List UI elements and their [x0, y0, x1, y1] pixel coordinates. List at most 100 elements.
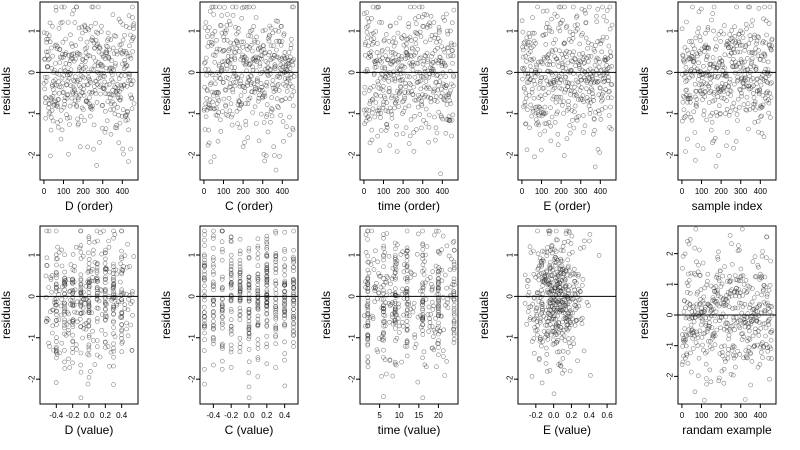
data-point: [411, 149, 417, 154]
data-point: [550, 96, 556, 102]
data-point: [725, 321, 730, 326]
data-point: [725, 42, 731, 48]
data-point: [236, 43, 241, 49]
data-point: [559, 103, 565, 108]
x-tick-label: 200: [714, 187, 728, 196]
y-axis-label: residuals: [0, 67, 13, 115]
data-point: [237, 305, 243, 311]
data-point: [365, 320, 371, 326]
data-point: [417, 29, 423, 35]
data-point: [567, 314, 573, 320]
data-point: [91, 122, 97, 128]
data-point: [731, 100, 737, 106]
data-point: [562, 294, 568, 300]
data-point: [291, 260, 296, 265]
data-point: [69, 11, 75, 17]
data-point: [282, 301, 288, 306]
data-point: [291, 256, 296, 262]
data-point: [237, 257, 243, 263]
data-point: [687, 100, 693, 105]
data-point: [66, 356, 71, 362]
data-point: [545, 337, 551, 342]
data-point: [57, 60, 63, 65]
data-point: [406, 141, 412, 146]
data-point: [384, 121, 389, 127]
data-point: [433, 125, 439, 131]
y-tick-label: -2: [28, 151, 37, 159]
data-point: [727, 79, 732, 85]
data-point: [709, 75, 715, 80]
data-point: [702, 285, 708, 291]
data-point: [214, 46, 220, 52]
data-point: [291, 258, 297, 264]
data-point: [52, 90, 57, 96]
data-point: [593, 43, 598, 48]
data-point: [80, 310, 86, 316]
data-point: [85, 279, 90, 285]
data-point: [255, 79, 260, 84]
data-point: [757, 303, 763, 308]
data-point: [123, 118, 129, 123]
data-point: [764, 234, 770, 240]
data-point: [425, 57, 431, 62]
data-point: [50, 118, 56, 124]
data-point: [73, 244, 79, 250]
data-point: [688, 350, 693, 356]
data-point: [425, 277, 431, 282]
data-point: [51, 103, 57, 108]
data-point: [375, 111, 381, 116]
data-point: [397, 15, 403, 21]
data-point: [409, 46, 415, 52]
data-point: [379, 65, 385, 71]
data-point: [562, 89, 567, 95]
data-point: [62, 366, 67, 371]
data-point: [739, 226, 745, 232]
data-point: [560, 62, 566, 68]
data-point: [736, 300, 742, 306]
data-point: [279, 23, 284, 29]
data-point: [279, 39, 285, 44]
data-point: [363, 118, 369, 124]
data-point: [566, 102, 571, 108]
data-point: [393, 93, 399, 99]
data-point: [279, 67, 285, 73]
data-point: [716, 103, 722, 108]
data-point: [715, 288, 721, 293]
data-point: [103, 345, 108, 350]
data-point: [246, 97, 251, 102]
data-point: [233, 24, 238, 30]
data-point: [767, 309, 773, 315]
data-point: [124, 326, 129, 332]
data-point: [282, 55, 287, 61]
data-point: [236, 25, 241, 31]
data-point: [539, 262, 545, 268]
data-point: [202, 228, 207, 234]
data-point: [112, 63, 118, 69]
data-point: [438, 171, 443, 177]
data-point: [451, 73, 456, 78]
data-point: [202, 127, 208, 132]
data-point: [393, 267, 399, 273]
data-point: [555, 132, 561, 137]
data-point: [77, 144, 83, 149]
data-point: [527, 317, 533, 322]
data-point: [696, 302, 702, 308]
data-point: [373, 285, 378, 291]
data-point: [451, 276, 457, 282]
data-point: [557, 48, 562, 54]
data-point: [405, 73, 410, 79]
data-point: [258, 53, 264, 58]
data-point: [431, 20, 437, 25]
data-point: [86, 101, 92, 106]
data-point: [767, 376, 772, 382]
data-point: [365, 23, 371, 29]
data-point: [272, 66, 278, 72]
data-point: [382, 96, 388, 101]
data-point: [424, 12, 429, 18]
data-point: [522, 86, 527, 92]
data-point: [709, 119, 715, 125]
data-point: [118, 19, 123, 25]
data-point: [103, 256, 108, 262]
data-point: [692, 94, 698, 100]
